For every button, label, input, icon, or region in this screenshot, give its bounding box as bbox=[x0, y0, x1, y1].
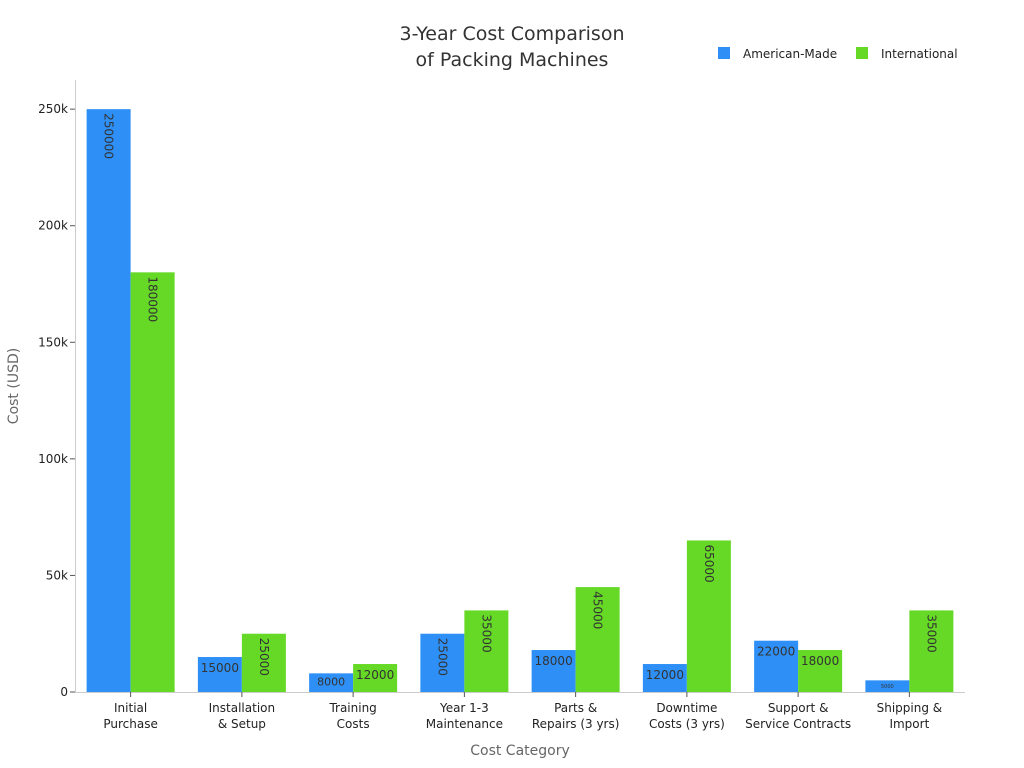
x-tick-label: Parts & bbox=[554, 701, 597, 715]
bar-american-made bbox=[865, 680, 910, 692]
legend-label-international: International bbox=[881, 47, 958, 61]
bar-value-label: 35000 bbox=[924, 614, 938, 652]
bar-international bbox=[909, 610, 954, 692]
chart-title-line-1: 3-Year Cost Comparison bbox=[400, 23, 625, 45]
bar-value-label: 12000 bbox=[646, 668, 684, 682]
y-axis-title: Cost (USD) bbox=[6, 348, 22, 424]
bar-value-label: 45000 bbox=[591, 591, 605, 629]
bar-international bbox=[575, 587, 620, 692]
bar-value-label: 180000 bbox=[146, 276, 160, 322]
x-tick-label: Costs (3 yrs) bbox=[649, 717, 725, 731]
x-tick-label: Downtime bbox=[656, 701, 717, 715]
y-tick-label: 0 bbox=[60, 685, 68, 699]
bar-value-label: 35000 bbox=[479, 614, 493, 652]
bar-international bbox=[130, 272, 175, 692]
bar-american-made bbox=[86, 109, 131, 692]
x-tick-label: & Setup bbox=[218, 717, 266, 731]
y-tick-label: 250k bbox=[38, 102, 68, 116]
bar-international bbox=[686, 540, 731, 692]
x-tick-label: Service Contracts bbox=[745, 717, 851, 731]
bar-value-label: 22000 bbox=[757, 645, 795, 659]
bar-value-label: 250000 bbox=[102, 113, 116, 159]
x-tick-label: Repairs (3 yrs) bbox=[532, 717, 620, 731]
x-tick-label: Installation bbox=[209, 701, 275, 715]
x-tick-label: Purchase bbox=[103, 717, 158, 731]
bar-value-label: 65000 bbox=[702, 544, 716, 582]
chart-title: 3-Year Cost Comparison of Packing Machin… bbox=[400, 23, 625, 71]
x-tick-label: Costs bbox=[337, 717, 370, 731]
bar-value-label: 25000 bbox=[435, 638, 449, 676]
bar-value-label: 8000 bbox=[317, 675, 345, 688]
bar-american-made bbox=[420, 633, 465, 692]
bar-american-made bbox=[309, 673, 354, 692]
bar-international bbox=[241, 633, 286, 692]
bar-value-label: 25000 bbox=[257, 638, 271, 676]
legend-swatch-american-made bbox=[718, 47, 730, 59]
y-axis-ticks: 0 50k 100k 150k 200k 250k bbox=[38, 102, 75, 699]
y-tick-label: 50k bbox=[46, 568, 68, 582]
x-tick-label: Training bbox=[328, 701, 376, 715]
x-tick-label: Shipping & bbox=[877, 701, 943, 715]
bar-international bbox=[353, 664, 398, 692]
y-tick-label: 100k bbox=[38, 452, 68, 466]
bar-value-label: 18000 bbox=[535, 654, 573, 668]
bar-american-made bbox=[531, 650, 576, 692]
bar-american-made bbox=[754, 640, 799, 692]
x-axis-title: Cost Category bbox=[470, 743, 570, 759]
x-axis-ticks: Initial Purchase Installation & Setup Traini… bbox=[103, 692, 942, 731]
bar-value-label: 15000 bbox=[201, 661, 239, 675]
legend-label-american-made: American-Made bbox=[743, 47, 837, 61]
y-tick-label: 150k bbox=[38, 335, 68, 349]
x-tick-label: Import bbox=[889, 717, 929, 731]
x-tick-label: Maintenance bbox=[426, 717, 503, 731]
bar-value-label: 18000 bbox=[801, 654, 839, 668]
legend-swatch-international bbox=[856, 47, 868, 59]
chart-bars bbox=[86, 109, 954, 692]
y-tick-label: 200k bbox=[38, 219, 68, 233]
x-tick-label: Support & bbox=[768, 701, 829, 715]
bar-american-made bbox=[197, 657, 242, 692]
chart-legend: American-Made International bbox=[718, 47, 958, 61]
chart-data-labels: 250000 180000 15000 25000 8000 12000 25000 3500… bbox=[102, 113, 939, 690]
chart-title-line-2: of Packing Machines bbox=[416, 49, 609, 71]
bar-value-label: 12000 bbox=[356, 668, 394, 682]
bar-american-made bbox=[642, 664, 687, 692]
x-tick-label: Year 1-3 bbox=[439, 701, 489, 715]
bar-international bbox=[798, 650, 843, 692]
chart-axes bbox=[75, 80, 965, 693]
bar-international bbox=[464, 610, 509, 692]
bar-value-label: 5000 bbox=[881, 684, 894, 690]
x-tick-label: Initial bbox=[114, 701, 147, 715]
